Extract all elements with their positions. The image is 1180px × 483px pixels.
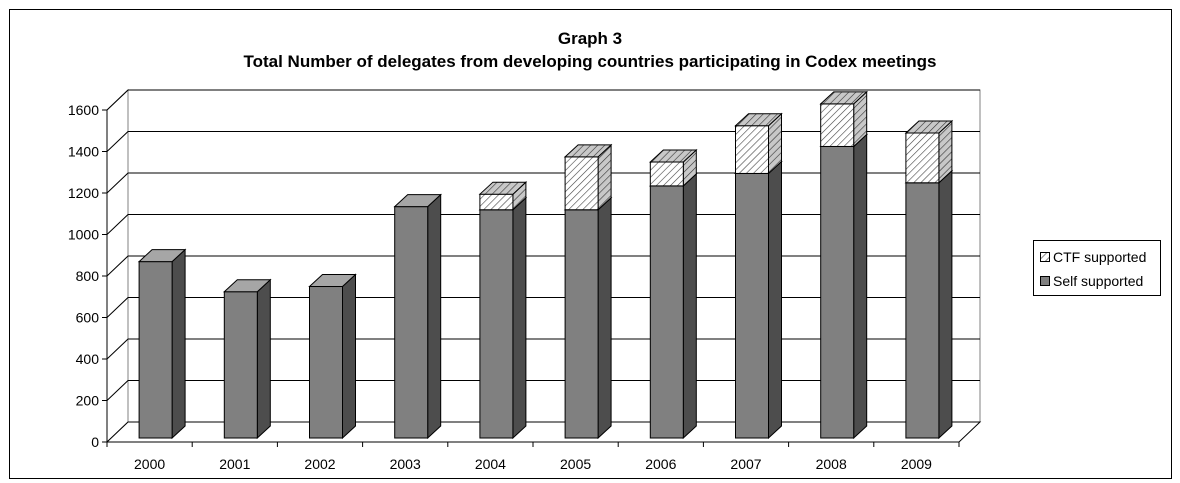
bar-self-top bbox=[393, 194, 442, 208]
bar-self-front bbox=[479, 209, 514, 439]
chart-subtitle: Total Number of delegates from developin… bbox=[243, 52, 937, 71]
bar-self-side bbox=[938, 169, 953, 440]
legend-label-ctf: CTF supported bbox=[1053, 249, 1147, 265]
y-tick-label: 200 bbox=[76, 393, 100, 409]
x-tick-label: 2003 bbox=[390, 456, 421, 472]
bar-self-side bbox=[597, 196, 612, 440]
x-tick-label: 2001 bbox=[219, 456, 250, 472]
bar-self-front bbox=[309, 286, 343, 439]
chart-title: Graph 3 bbox=[557, 29, 623, 48]
bar-self-top bbox=[137, 249, 187, 263]
bar-self-top bbox=[223, 279, 272, 293]
y-tick-labels: 0 200 400 600 800 1000 1200 1400 1600 bbox=[68, 102, 99, 450]
bar-ctf-top bbox=[734, 113, 783, 127]
bar-self-side bbox=[427, 193, 442, 440]
x-tick-label: 2002 bbox=[304, 456, 335, 472]
x-tick-label: 2005 bbox=[560, 456, 591, 472]
bar-ctf-top bbox=[819, 91, 868, 105]
y-tick-label: 1600 bbox=[68, 102, 99, 118]
bar-self-side bbox=[512, 196, 527, 440]
y-tick-label: 400 bbox=[76, 351, 100, 367]
legend: CTF supported Self supported bbox=[1033, 240, 1161, 296]
bars bbox=[137, 90, 954, 440]
bar-self-side bbox=[768, 160, 782, 440]
bar-ctf-top bbox=[563, 144, 613, 158]
legend-item-ctf: CTF supported bbox=[1040, 248, 1146, 266]
x-tick-label: 2008 bbox=[816, 456, 847, 472]
bar-self-front bbox=[564, 209, 599, 439]
bar-ctf-top bbox=[478, 181, 528, 195]
bar-self-side bbox=[256, 278, 271, 440]
bar-self-front bbox=[820, 145, 855, 439]
axes bbox=[102, 109, 960, 447]
bar-self-front bbox=[394, 206, 429, 439]
bar-self-top bbox=[308, 274, 357, 288]
bar-self-side bbox=[342, 273, 356, 440]
gridline bbox=[106, 89, 980, 111]
bar-self-front bbox=[735, 172, 769, 439]
y-tick-label: 800 bbox=[76, 268, 100, 284]
x-tick-label: 2004 bbox=[475, 456, 506, 472]
bar-self-side bbox=[682, 172, 697, 440]
x-tick-label: 2007 bbox=[730, 456, 761, 472]
y-tick-label: 1200 bbox=[68, 185, 99, 201]
bar-ctf-front bbox=[564, 156, 599, 211]
legend-swatch-ctf bbox=[1040, 252, 1050, 262]
y-tick-label: 1000 bbox=[68, 227, 99, 243]
y-tick-label: 0 bbox=[91, 434, 99, 450]
x-tick-label: 2000 bbox=[134, 456, 165, 472]
bar-ctf-front bbox=[649, 161, 684, 187]
legend-label-self: Self supported bbox=[1053, 273, 1144, 289]
x-tick-label: 2006 bbox=[645, 456, 676, 472]
bar-ctf-front bbox=[905, 132, 940, 184]
bar-self-side bbox=[853, 133, 868, 440]
bar-ctf-top bbox=[649, 149, 698, 163]
legend-swatch-self bbox=[1040, 276, 1050, 286]
bar-ctf-top bbox=[904, 120, 954, 134]
gridline bbox=[106, 131, 980, 152]
bar-self-side bbox=[171, 248, 186, 440]
bar-ctf-front bbox=[479, 193, 514, 211]
y-tick-label: 1400 bbox=[68, 144, 99, 160]
legend-item-self: Self supported bbox=[1040, 272, 1143, 290]
y-tick-label: 600 bbox=[76, 310, 100, 326]
bar-self-front bbox=[138, 261, 173, 439]
bar-ctf-front bbox=[735, 125, 769, 174]
bar-self-front bbox=[905, 182, 940, 439]
x-tick-labels: 2000 2001 2002 2003 2004 2005 2006 2007 2008 2009 bbox=[134, 456, 932, 472]
bar-ctf-front bbox=[820, 103, 855, 147]
x-tick-label: 2009 bbox=[901, 456, 932, 472]
bar-self-front bbox=[649, 185, 684, 439]
bar-self-front bbox=[223, 291, 258, 439]
